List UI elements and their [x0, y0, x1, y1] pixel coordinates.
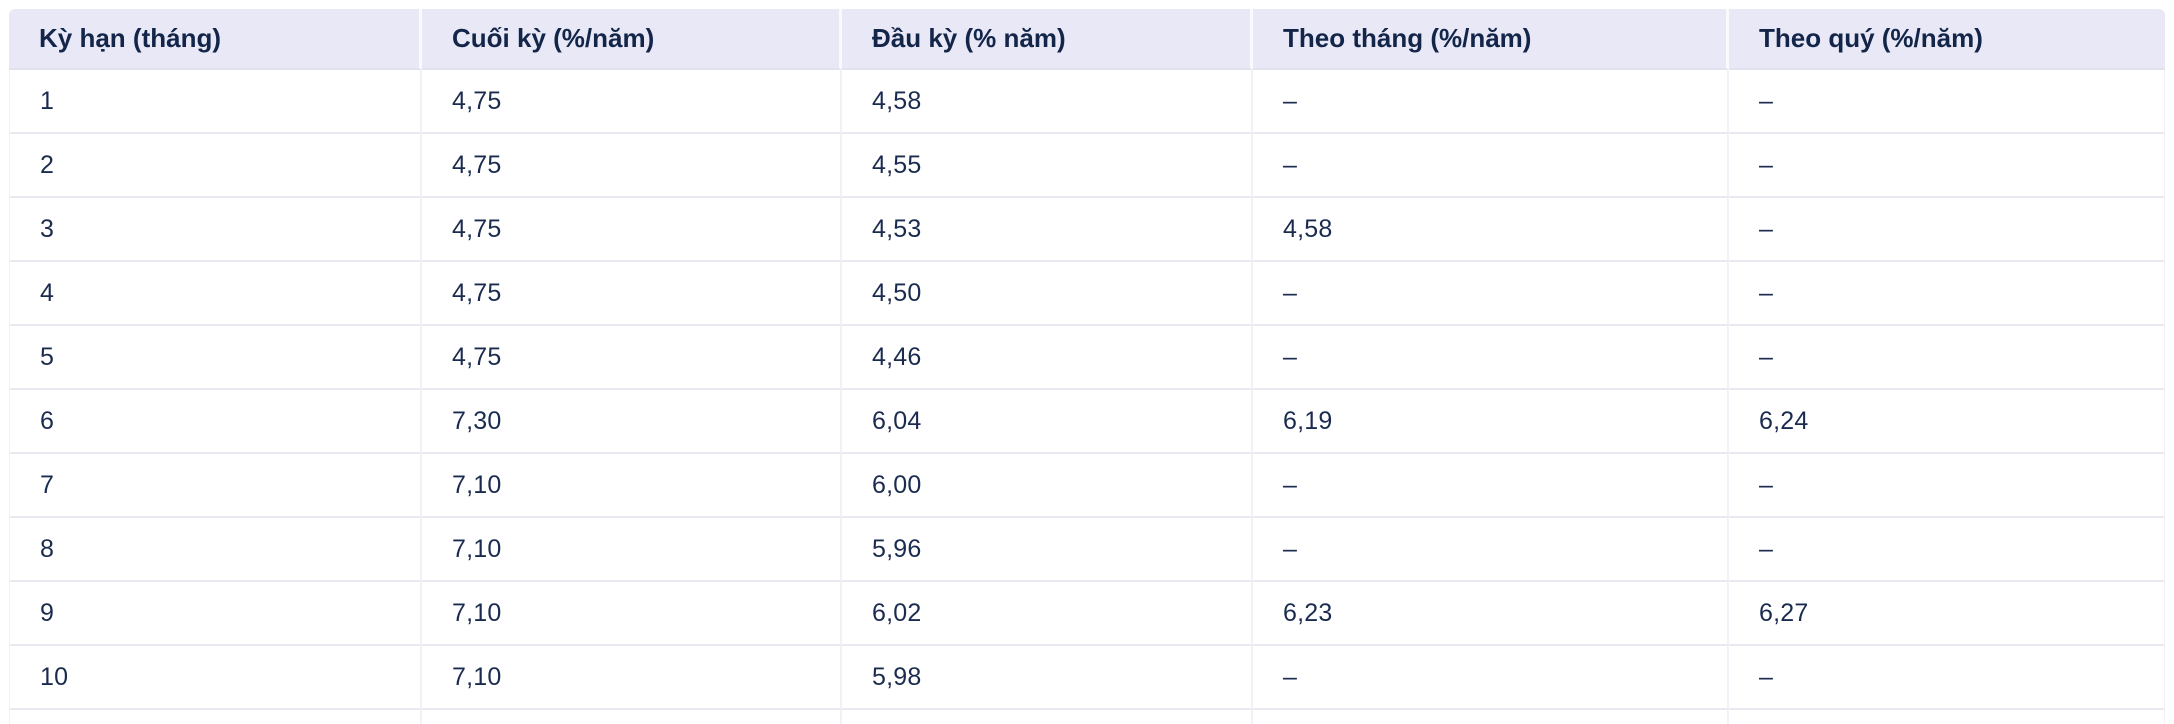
table-cell: –	[1729, 134, 2165, 198]
table-cell: 5	[9, 326, 422, 390]
table-row: 2 4,75 4,55 – –	[9, 134, 2165, 198]
table-cell: –	[1729, 198, 2165, 262]
table-cell: 4,58	[842, 70, 1253, 134]
table-cell: 6,23	[1253, 582, 1729, 646]
table-cell: 2	[9, 134, 422, 198]
table-cell: 1	[9, 70, 422, 134]
table-cell: –	[1729, 646, 2165, 710]
column-header-term: Kỳ hạn (tháng)	[9, 9, 422, 70]
table-cell: 4,75	[422, 134, 842, 198]
table-cell: 4,53	[842, 198, 1253, 262]
column-header-upfront: Đầu kỳ (% năm)	[842, 9, 1253, 70]
table-cell: 6,19	[1253, 390, 1729, 454]
table-cell: 10	[9, 646, 422, 710]
table-cell: 4,75	[422, 326, 842, 390]
table-cell: 4,58	[1253, 198, 1729, 262]
table-cell: 7,30	[422, 390, 842, 454]
table-cell: –	[1729, 454, 2165, 518]
table-cell: 7,10	[422, 582, 842, 646]
table-row: 8 7,10 5,96 – –	[9, 518, 2165, 582]
table-cell: 4,46	[842, 326, 1253, 390]
table-header: Kỳ hạn (tháng) Cuối kỳ (%/năm) Đầu kỳ (%…	[9, 9, 2165, 70]
table-row: 3 4,75 4,53 4,58 –	[9, 198, 2165, 262]
table-row-partial	[9, 710, 2165, 724]
table-cell: –	[1253, 262, 1729, 326]
table-cell: 7,10	[422, 646, 842, 710]
column-header-end-of-term: Cuối kỳ (%/năm)	[422, 9, 842, 70]
table-cell: –	[1729, 262, 2165, 326]
table-cell: 5,98	[842, 646, 1253, 710]
table-cell: 4,75	[422, 198, 842, 262]
table-cell: 4,75	[422, 262, 842, 326]
interest-rate-table: Kỳ hạn (tháng) Cuối kỳ (%/năm) Đầu kỳ (%…	[9, 9, 2165, 724]
table-row: 5 4,75 4,46 – –	[9, 326, 2165, 390]
table-cell	[9, 710, 422, 724]
table-cell: 4,75	[422, 70, 842, 134]
table-cell: –	[1253, 646, 1729, 710]
table-cell: 3	[9, 198, 422, 262]
table-cell	[422, 710, 842, 724]
table-cell: 4,50	[842, 262, 1253, 326]
table-cell: 6	[9, 390, 422, 454]
table-cell: –	[1253, 326, 1729, 390]
table-row: 4 4,75 4,50 – –	[9, 262, 2165, 326]
table-cell: 8	[9, 518, 422, 582]
column-header-monthly: Theo tháng (%/năm)	[1253, 9, 1729, 70]
table-row: 7 7,10 6,00 – –	[9, 454, 2165, 518]
table-cell	[1729, 710, 2165, 724]
table-cell: –	[1729, 70, 2165, 134]
table-cell: –	[1253, 70, 1729, 134]
table-row: 6 7,30 6,04 6,19 6,24	[9, 390, 2165, 454]
table-cell: 6,24	[1729, 390, 2165, 454]
table-cell: –	[1253, 134, 1729, 198]
table-row: 1 4,75 4,58 – –	[9, 70, 2165, 134]
table-cell: 6,02	[842, 582, 1253, 646]
table-cell	[842, 710, 1253, 724]
table-row: 10 7,10 5,98 – –	[9, 646, 2165, 710]
table-cell: 7,10	[422, 454, 842, 518]
table-cell: –	[1729, 518, 2165, 582]
table-cell: –	[1253, 518, 1729, 582]
table-cell: 6,04	[842, 390, 1253, 454]
header-row: Kỳ hạn (tháng) Cuối kỳ (%/năm) Đầu kỳ (%…	[9, 9, 2165, 70]
table-cell: 4	[9, 262, 422, 326]
table-cell: 5,96	[842, 518, 1253, 582]
column-header-quarterly: Theo quý (%/năm)	[1729, 9, 2165, 70]
table-cell: 7	[9, 454, 422, 518]
table-cell: 6,27	[1729, 582, 2165, 646]
table-cell	[1253, 710, 1729, 724]
table-row: 9 7,10 6,02 6,23 6,27	[9, 582, 2165, 646]
table-cell: 6,00	[842, 454, 1253, 518]
table-cell: 4,55	[842, 134, 1253, 198]
table-body: 1 4,75 4,58 – – 2 4,75 4,55 – – 3 4,75 4…	[9, 70, 2165, 724]
table-cell: –	[1729, 326, 2165, 390]
table-cell: –	[1253, 454, 1729, 518]
table-cell: 7,10	[422, 518, 842, 582]
table-cell: 9	[9, 582, 422, 646]
